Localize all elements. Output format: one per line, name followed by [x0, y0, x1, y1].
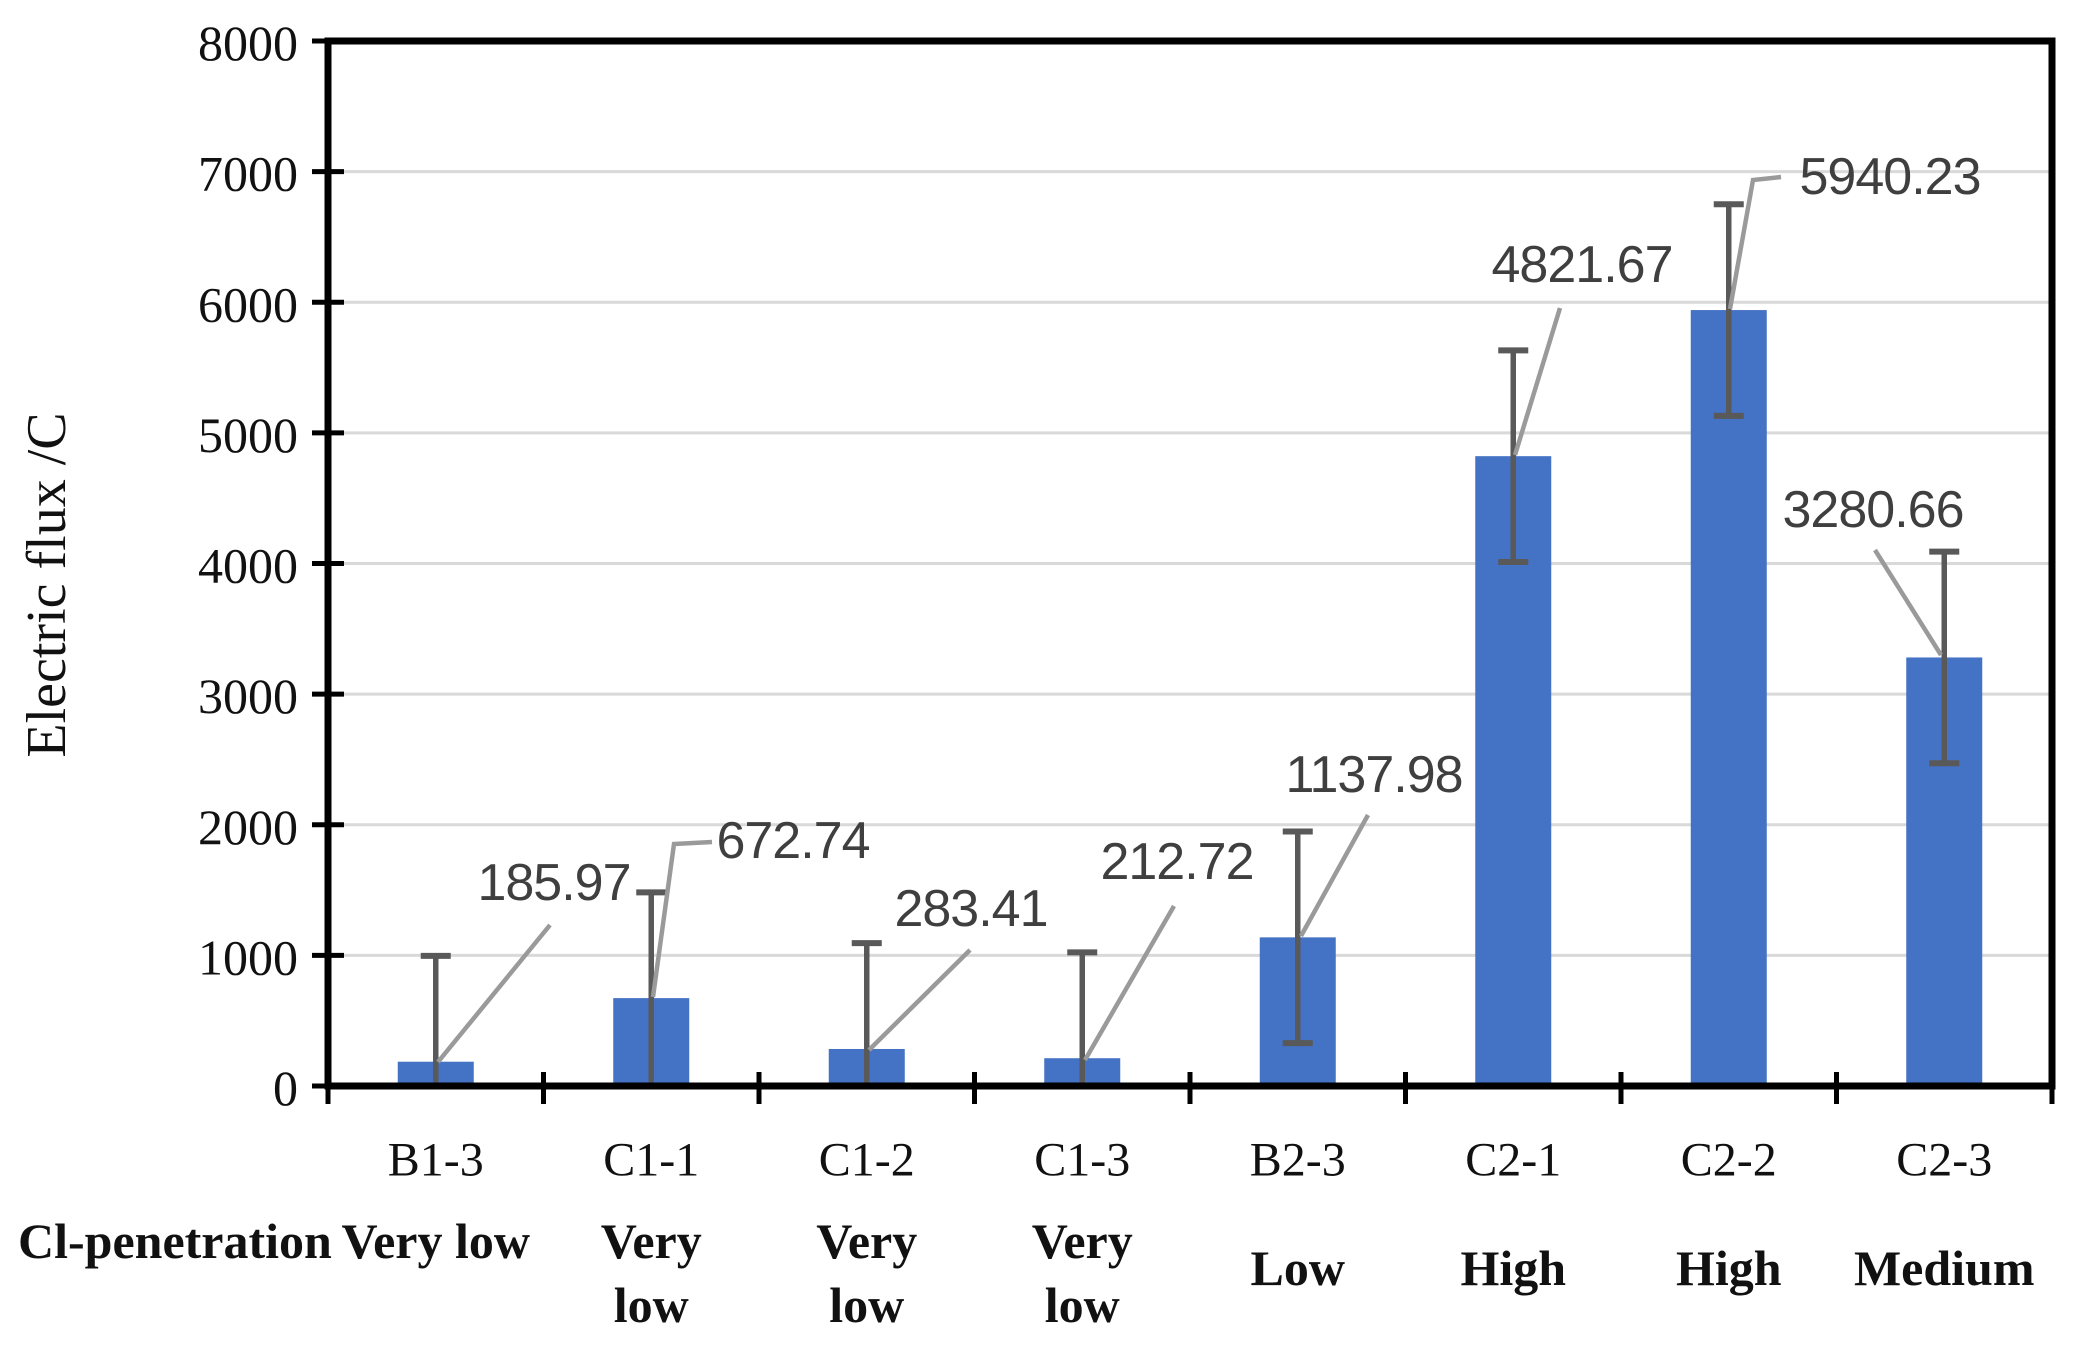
- rating-label: Very low: [342, 1213, 530, 1269]
- x-tick-label: B2-3: [1250, 1134, 1346, 1187]
- leader-line: [650, 839, 713, 998]
- rating-label: Medium: [1854, 1240, 2035, 1296]
- leader-line: [1083, 904, 1176, 1062]
- data-label: 5940.23: [1800, 148, 1981, 206]
- rating-label: low: [1045, 1277, 1120, 1333]
- x-tick-label: C1-2: [819, 1134, 915, 1187]
- row-label: Cl-penetration: [18, 1213, 332, 1269]
- data-label: 3280.66: [1783, 481, 1964, 539]
- y-tick-label: 6000: [198, 276, 298, 332]
- data-label: 283.41: [894, 880, 1047, 938]
- rating-label: Very: [601, 1213, 702, 1269]
- data-label: 672.74: [716, 812, 869, 870]
- x-tick-label: C1-1: [603, 1134, 699, 1187]
- y-tick-label: 4000: [198, 538, 298, 594]
- bar: [1690, 310, 1767, 1086]
- leader-line: [1299, 813, 1370, 938]
- y-tick-label: 0: [273, 1060, 298, 1116]
- y-tick-label: 8000: [198, 15, 298, 71]
- y-tick-label: 3000: [198, 668, 298, 724]
- x-tick-label: C1-3: [1034, 1134, 1130, 1187]
- data-label: 1137.98: [1285, 746, 1462, 804]
- x-tick-label: B1-3: [388, 1134, 484, 1187]
- data-label: 185.97: [477, 854, 630, 912]
- y-axis-title: Electric flux /C: [16, 412, 78, 757]
- data-label: 4821.67: [1492, 236, 1673, 294]
- leader-line: [1727, 174, 1782, 310]
- rating-label: Very: [1032, 1213, 1133, 1269]
- x-tick-label: C2-1: [1465, 1134, 1561, 1187]
- x-tick-label: C2-3: [1896, 1134, 1992, 1187]
- leader-line: [1512, 307, 1563, 456]
- rating-label: High: [1676, 1240, 1782, 1296]
- leader-line: [436, 923, 552, 1064]
- y-tick-label: 5000: [198, 407, 298, 463]
- data-label: 212.72: [1100, 833, 1253, 891]
- rating-label: low: [829, 1277, 904, 1333]
- y-tick-label: 1000: [198, 929, 298, 985]
- rating-label: Very: [816, 1213, 917, 1269]
- y-tick-label: 2000: [198, 799, 298, 855]
- y-tick-label: 7000: [198, 146, 298, 202]
- x-tick-label: C2-2: [1681, 1134, 1777, 1187]
- rating-label: low: [614, 1277, 689, 1333]
- leader-line: [867, 948, 972, 1052]
- rating-label: High: [1460, 1240, 1566, 1296]
- leader-line: [1873, 548, 1943, 657]
- plot-border: [324, 37, 2056, 1090]
- rating-label: Low: [1251, 1240, 1345, 1296]
